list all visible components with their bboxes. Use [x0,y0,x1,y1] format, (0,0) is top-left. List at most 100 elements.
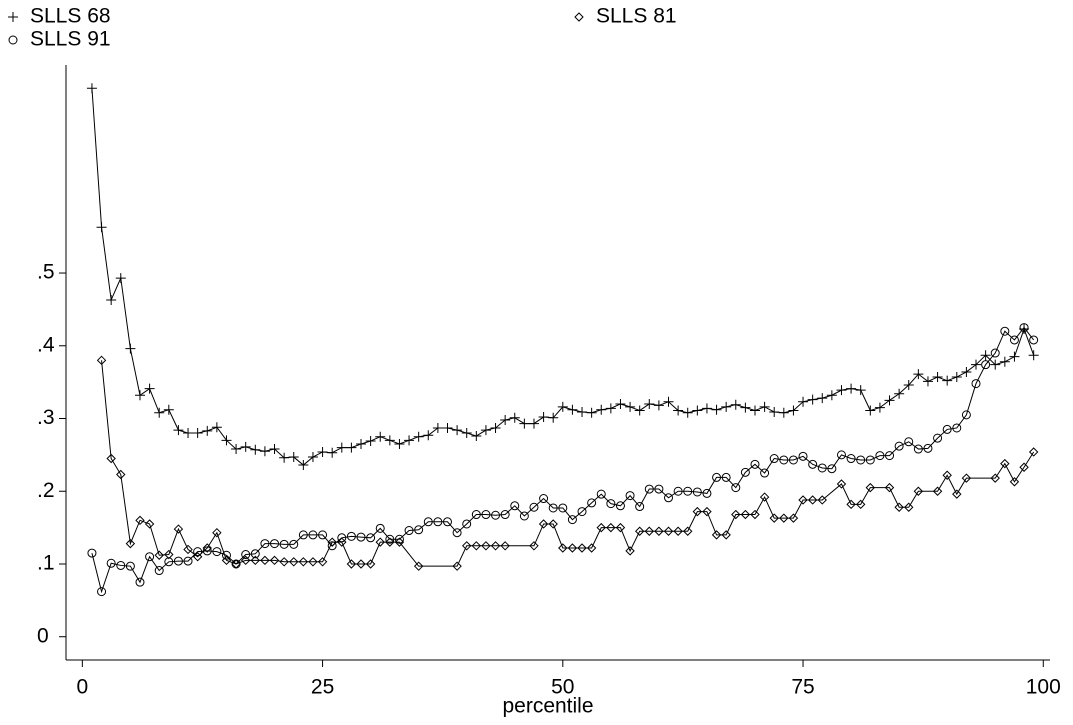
point [577,507,587,517]
point [884,395,895,406]
point [942,470,952,480]
point [173,524,184,534]
point [173,556,183,566]
x-tick-label: 50 [551,676,574,699]
point [317,557,328,567]
point [827,464,837,474]
point [365,436,376,447]
point [548,503,558,513]
legend-label: SLLS 81 [596,5,677,28]
point [279,557,289,567]
point [250,555,261,566]
point [548,519,558,529]
point [836,479,847,489]
point [653,400,664,411]
point [884,482,895,493]
point [164,549,174,560]
y-tick-label: .4 [37,333,55,356]
point [394,534,404,544]
point [192,428,203,439]
point [942,424,952,434]
point [327,541,337,551]
point [664,493,674,503]
point [106,558,116,568]
point [106,453,116,464]
point [798,495,808,505]
point [692,405,703,416]
point [980,350,991,361]
point [663,396,674,407]
point [346,531,356,541]
point [154,550,164,560]
point [961,473,972,483]
point [971,379,981,389]
point [413,431,424,442]
point [173,425,184,436]
point [462,519,472,529]
point [635,502,645,512]
point [1000,326,1010,336]
point [779,455,789,465]
x-axis-title: percentile [502,695,593,718]
point [586,543,597,553]
point [163,404,174,415]
point [452,528,462,538]
legend-marker [8,35,18,45]
point [481,541,491,551]
point [106,294,117,305]
point [500,510,510,520]
point [260,555,270,566]
point [654,526,664,536]
point [778,407,789,418]
point [760,468,770,478]
point [269,444,280,455]
point [817,495,827,505]
point [894,388,905,399]
point [836,450,846,460]
point [375,431,386,442]
point [414,525,424,535]
point [250,444,261,455]
point [932,486,943,496]
point [491,510,501,520]
point [615,398,626,409]
point [586,407,597,418]
point [923,443,933,453]
point [384,435,395,446]
point [731,483,741,493]
point [711,404,722,415]
point [875,451,885,461]
point [932,372,943,383]
point [385,534,395,544]
point [750,459,760,469]
point [462,541,472,551]
point [749,405,760,416]
point [711,530,722,540]
point [885,451,895,461]
point [433,517,443,527]
point [432,422,443,433]
point [423,430,434,441]
point [366,533,376,543]
point [193,547,203,557]
y-tick-label: .1 [37,552,55,575]
point [452,561,462,571]
legend-label: SLLS 68 [30,5,111,28]
point [510,501,520,511]
series [87,323,1039,597]
point [990,348,1000,358]
point [288,452,299,463]
point [202,543,212,553]
point [808,459,818,469]
point [423,517,433,527]
point [528,418,539,429]
point [865,482,876,493]
point [144,519,155,529]
point [673,405,684,416]
point [346,559,357,569]
x-tick-label: 75 [791,676,814,699]
point [644,484,654,494]
point [961,366,972,377]
point [913,369,924,380]
